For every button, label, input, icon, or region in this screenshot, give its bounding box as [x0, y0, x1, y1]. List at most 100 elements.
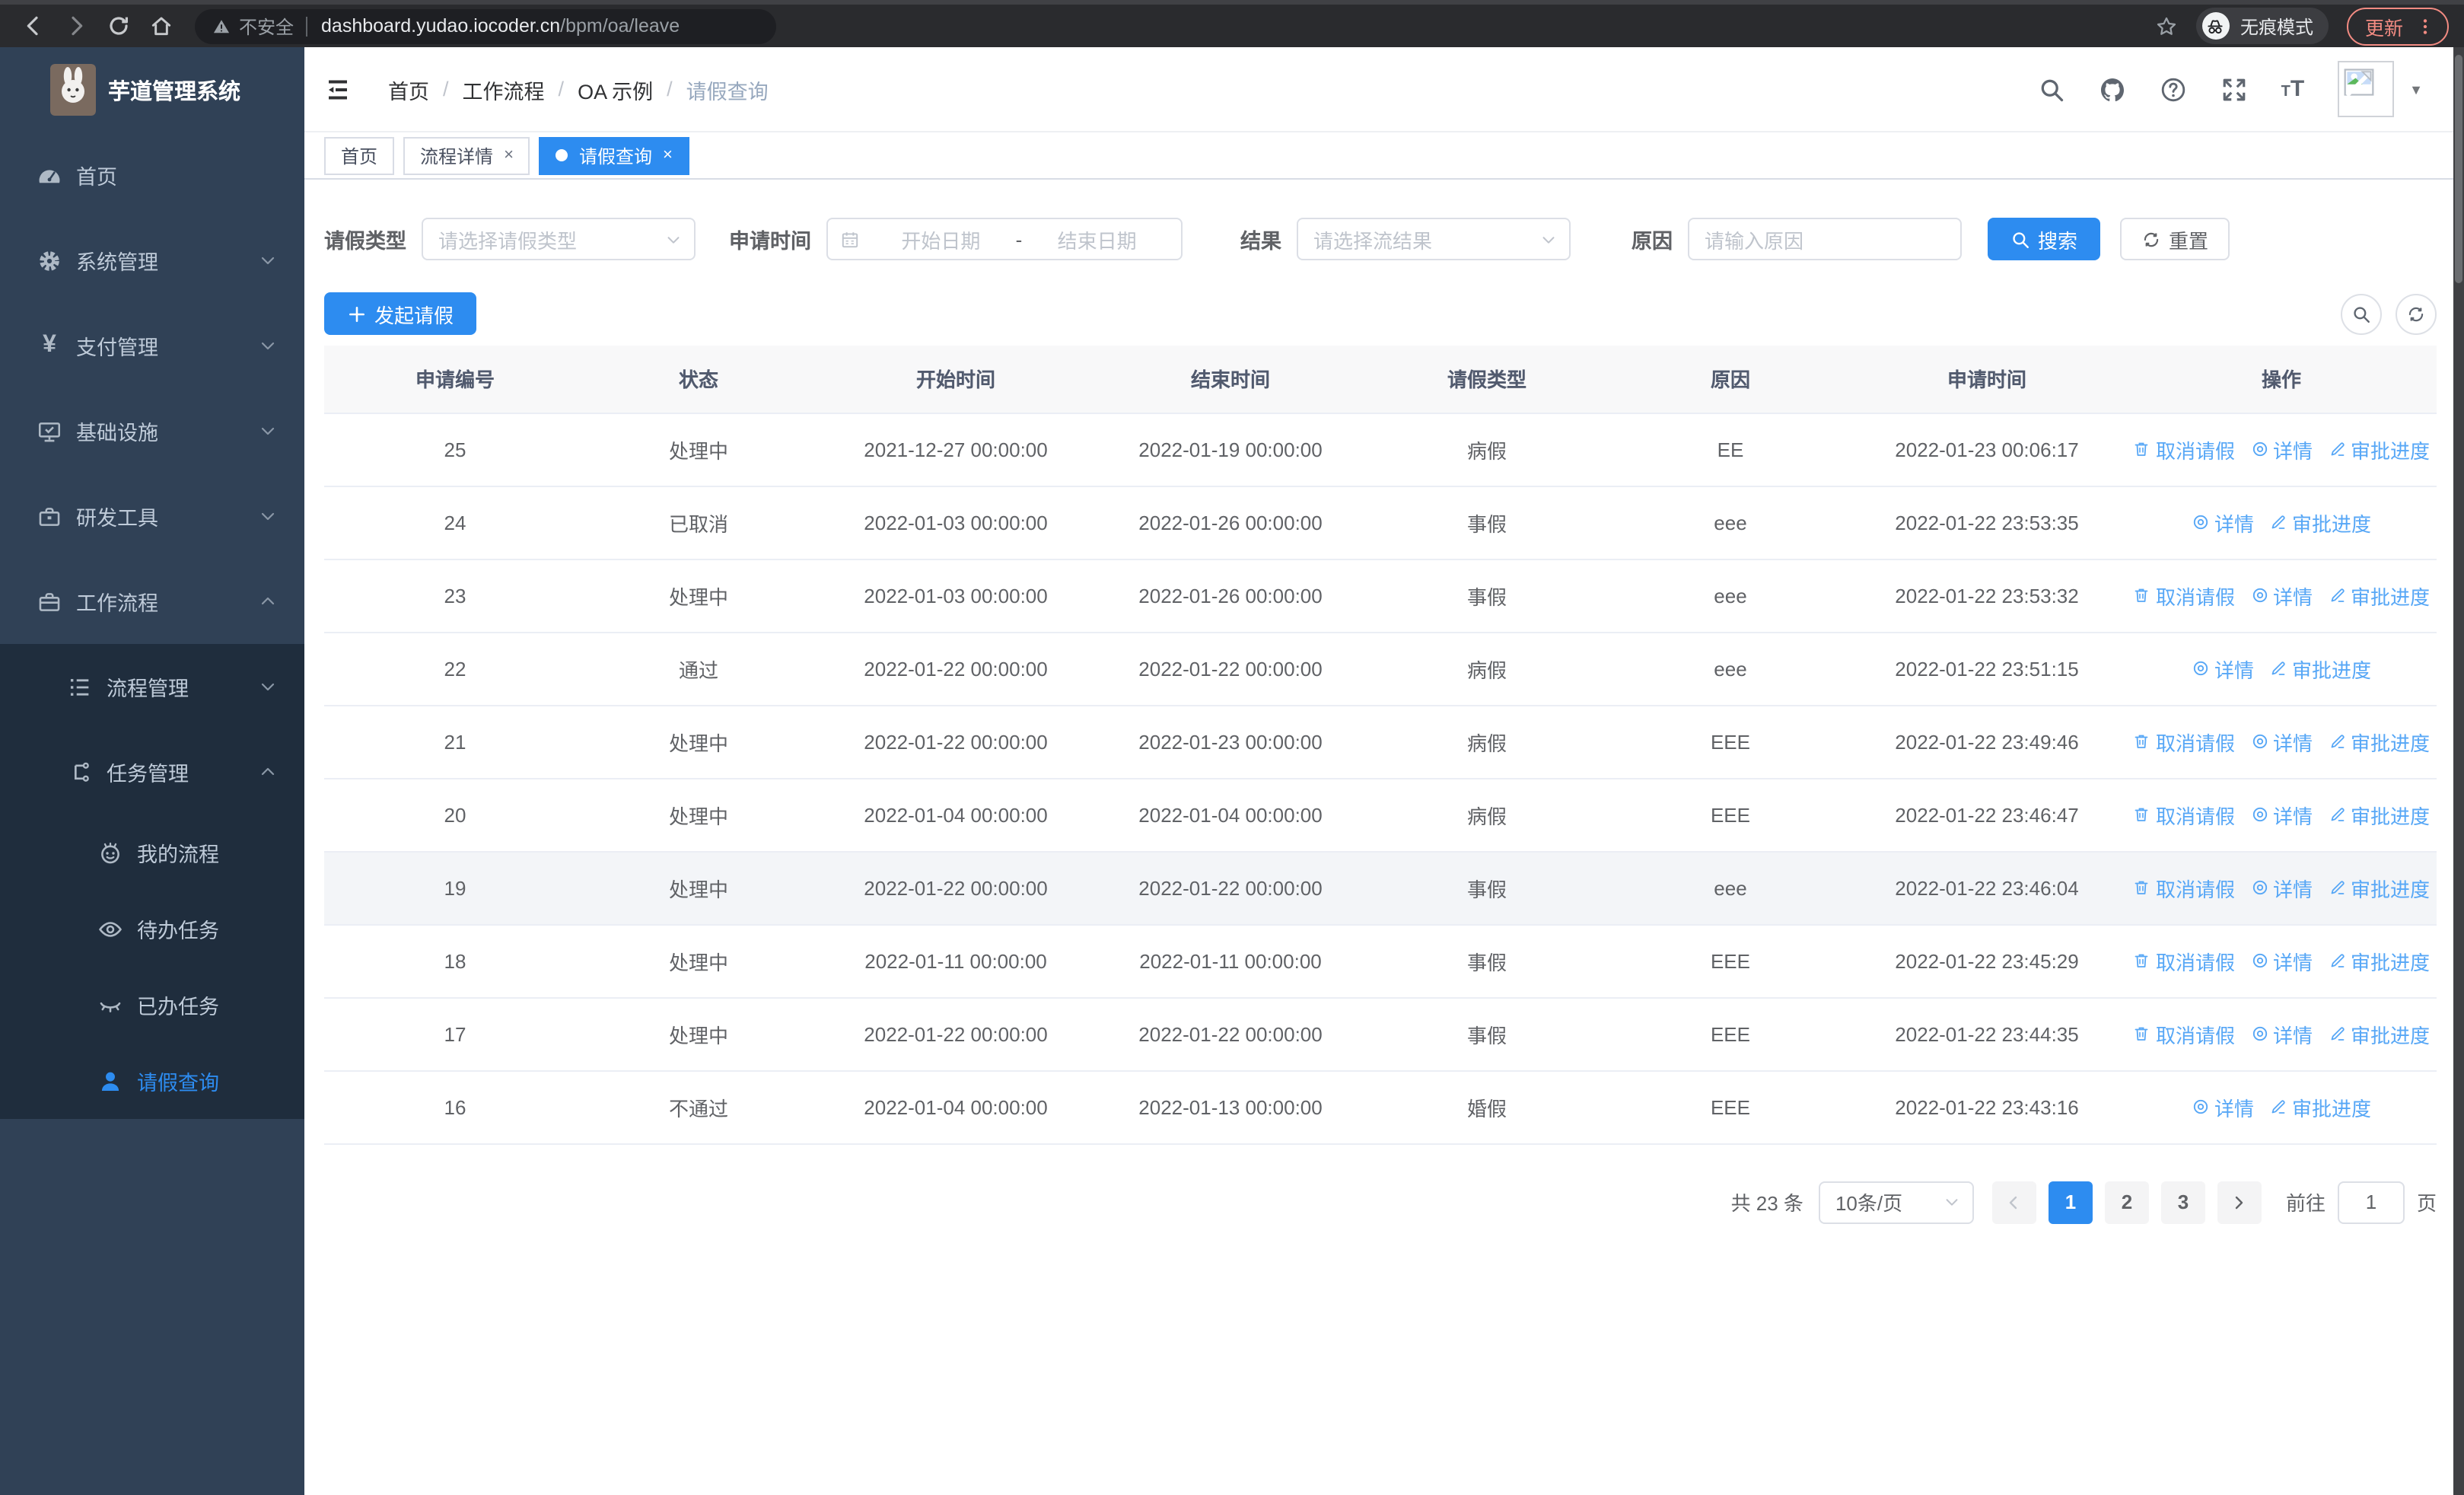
- page-button-3[interactable]: 3: [2160, 1181, 2205, 1223]
- progress-action-link[interactable]: 审批进度: [2269, 654, 2371, 683]
- page-content: 请假类型 请选择请假类型 申请时间 开始日期 - 结束日期 结果: [304, 180, 2464, 1495]
- sidebar-item-label: 待办任务: [137, 920, 219, 942]
- progress-action-link[interactable]: 审批进度: [2328, 581, 2430, 610]
- tab-流程详情[interactable]: 流程详情 ×: [403, 136, 530, 174]
- result-select[interactable]: 请选择流结果: [1297, 218, 1571, 260]
- progress-action-link[interactable]: 审批进度: [2328, 873, 2430, 902]
- reason-input[interactable]: 请输入原因: [1688, 218, 1962, 260]
- browser-forward-icon[interactable]: [64, 14, 88, 38]
- cancel-action-link[interactable]: 取消请假: [2133, 727, 2235, 756]
- avatar-caret-icon[interactable]: ▼: [2409, 81, 2423, 97]
- browser-reload-icon[interactable]: [107, 14, 131, 38]
- apply-time-range-picker[interactable]: 开始日期 - 结束日期: [826, 218, 1183, 260]
- search-icon[interactable]: [2038, 75, 2065, 103]
- detail-action-link[interactable]: 详情: [2192, 654, 2254, 683]
- sidebar-item-eye-closed[interactable]: 已办任务: [0, 967, 304, 1043]
- sidebar-item-gauge[interactable]: 首页: [0, 132, 304, 218]
- progress-action-label: 审批进度: [2351, 439, 2431, 462]
- goto-page-input[interactable]: 1: [2337, 1181, 2405, 1223]
- progress-action-link[interactable]: 审批进度: [2328, 727, 2430, 756]
- sidebar-item-list[interactable]: 流程管理: [0, 644, 304, 729]
- page-scrollbar[interactable]: [2453, 47, 2464, 1495]
- toggle-search-button[interactable]: [2341, 293, 2382, 334]
- cancel-action-link[interactable]: 取消请假: [2133, 873, 2235, 902]
- progress-action-link[interactable]: 审批进度: [2328, 946, 2430, 975]
- prev-page-button[interactable]: [1991, 1181, 2036, 1223]
- table-row: 25 处理中 2021-12-27 00:00:00 2022-01-19 00:00…: [324, 413, 2437, 486]
- browser-home-icon[interactable]: [149, 14, 173, 38]
- bookmark-star-icon[interactable]: [2155, 14, 2178, 37]
- breadcrumb-item[interactable]: 工作流程: [462, 80, 545, 103]
- sidebar-item-robot[interactable]: 我的流程: [0, 814, 304, 891]
- sidebar-item-gear[interactable]: 系统管理: [0, 218, 304, 303]
- progress-action-link[interactable]: 审批进度: [2269, 508, 2371, 537]
- detail-action-link[interactable]: 详情: [2250, 873, 2313, 902]
- progress-action-link[interactable]: 审批进度: [2269, 1092, 2371, 1121]
- detail-action-link[interactable]: 详情: [2192, 1092, 2254, 1121]
- cell-status: 处理中: [586, 997, 811, 1071]
- close-tab-icon[interactable]: ×: [662, 146, 673, 164]
- cell-start: 2022-01-03 00:00:00: [811, 559, 1100, 633]
- detail-action-link[interactable]: 详情: [2250, 946, 2313, 975]
- table-row: 24 已取消 2022-01-03 00:00:00 2022-01-26 00:00…: [324, 486, 2437, 559]
- sidebar-item-flow[interactable]: 任务管理: [0, 729, 304, 814]
- sidebar-item-monitor[interactable]: 基础设施: [0, 388, 304, 473]
- close-tab-icon[interactable]: ×: [504, 146, 514, 164]
- cell-actions: 取消请假 详情 审批进度: [2126, 705, 2437, 779]
- reset-button[interactable]: 重置: [2120, 218, 2230, 260]
- detail-action-link[interactable]: 详情: [2250, 1019, 2313, 1048]
- progress-action-link[interactable]: 审批进度: [2328, 800, 2430, 829]
- fullscreen-icon[interactable]: [2220, 75, 2248, 103]
- cancel-action-link[interactable]: 取消请假: [2133, 800, 2235, 829]
- tab-请假查询[interactable]: 请假查询 ×: [539, 136, 689, 174]
- not-secure-icon: [213, 18, 230, 34]
- cell-type: 事假: [1361, 851, 1613, 925]
- sidebar-item-briefcase[interactable]: 工作流程: [0, 559, 304, 644]
- end-date-placeholder[interactable]: 结束日期: [1057, 229, 1137, 252]
- help-icon[interactable]: [2160, 75, 2187, 103]
- create-leave-button[interactable]: 发起请假: [324, 292, 477, 335]
- tab-首页[interactable]: 首页: [324, 136, 395, 174]
- sidebar-item-yen[interactable]: ¥ 支付管理: [0, 303, 304, 388]
- col-header-actions: 操作: [2126, 346, 2437, 413]
- incognito-badge: 无痕模式: [2195, 8, 2329, 44]
- detail-action-link[interactable]: 详情: [2250, 727, 2313, 756]
- search-button[interactable]: 搜索: [1988, 218, 2101, 260]
- refresh-table-button[interactable]: [2396, 293, 2437, 334]
- page-button-1[interactable]: 1: [2048, 1181, 2093, 1223]
- breadcrumb-item[interactable]: OA 示例: [578, 80, 654, 103]
- sidebar-logo-row[interactable]: 芋道管理系统: [0, 47, 304, 132]
- result-label: 结果: [1240, 230, 1281, 253]
- cancel-action-label: 取消请假: [2155, 878, 2235, 901]
- progress-action-label: 审批进度: [2351, 732, 2431, 754]
- progress-action-link[interactable]: 审批进度: [2328, 435, 2430, 464]
- start-date-placeholder[interactable]: 开始日期: [901, 229, 981, 252]
- browser-update-button[interactable]: 更新: [2346, 7, 2449, 45]
- detail-action-link[interactable]: 详情: [2250, 581, 2313, 610]
- sidebar-collapse-icon[interactable]: [324, 75, 352, 103]
- cancel-action-link[interactable]: 取消请假: [2133, 435, 2235, 464]
- address-bar[interactable]: 不安全 dashboard.yudao.iocoder.cn/bpm/oa/le…: [195, 8, 776, 43]
- detail-action-link[interactable]: 详情: [2192, 508, 2254, 537]
- cancel-action-link[interactable]: 取消请假: [2133, 1019, 2235, 1048]
- row-actions: 取消请假 详情 审批进度: [2126, 559, 2437, 630]
- sidebar-item-user[interactable]: 请假查询: [0, 1043, 304, 1119]
- sidebar-item-eye[interactable]: 待办任务: [0, 891, 304, 967]
- progress-action-link[interactable]: 审批进度: [2328, 1019, 2430, 1048]
- next-page-button[interactable]: [2217, 1181, 2262, 1223]
- page-size-select[interactable]: 10条/页: [1818, 1181, 1974, 1223]
- browser-menu-icon[interactable]: [2415, 16, 2435, 36]
- cancel-action-link[interactable]: 取消请假: [2133, 581, 2235, 610]
- browser-back-icon[interactable]: [21, 14, 46, 38]
- breadcrumb-item[interactable]: 首页: [388, 80, 429, 103]
- scrollbar-thumb[interactable]: [2455, 55, 2462, 283]
- detail-action-link[interactable]: 详情: [2250, 435, 2313, 464]
- sidebar-item-toolbox[interactable]: 研发工具: [0, 473, 304, 559]
- detail-action-link[interactable]: 详情: [2250, 800, 2313, 829]
- github-icon[interactable]: [2099, 75, 2126, 103]
- leave-type-select[interactable]: 请选择请假类型: [422, 218, 696, 260]
- page-button-2[interactable]: 2: [2104, 1181, 2149, 1223]
- cancel-action-link[interactable]: 取消请假: [2133, 946, 2235, 975]
- avatar[interactable]: [2338, 61, 2395, 117]
